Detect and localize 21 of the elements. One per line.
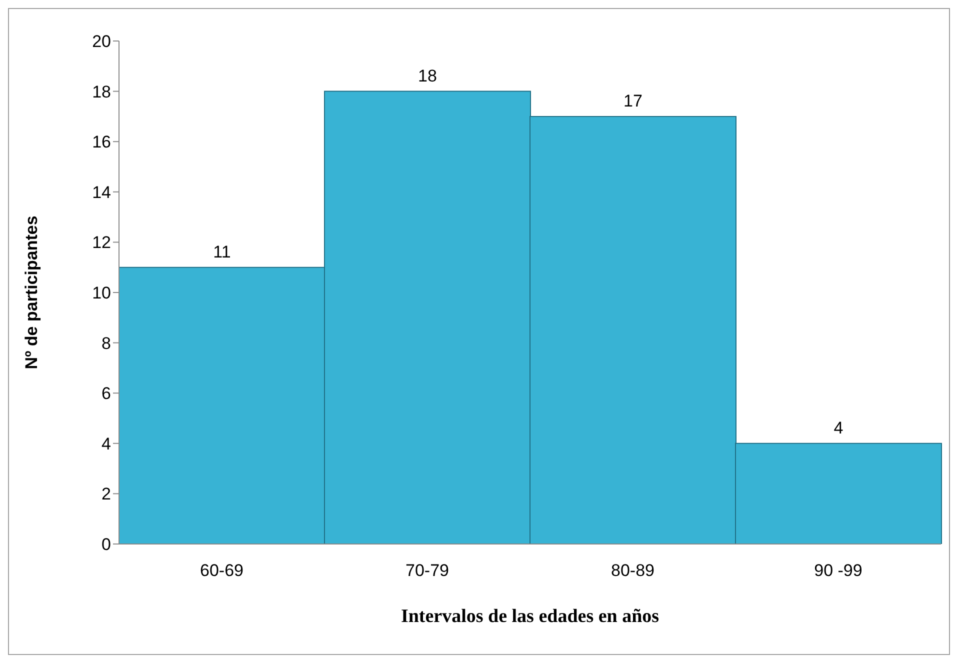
x-tick-label: 70-79	[406, 561, 449, 580]
y-tick-label: 6	[102, 384, 111, 404]
y-axis-title: Nº de participantes	[22, 216, 42, 370]
data-label: 4	[834, 418, 844, 438]
data-label: 17	[624, 91, 642, 110]
y-tick-label: 12	[92, 233, 111, 252]
y-tick-label: 0	[102, 535, 111, 554]
x-tick-label: 80-89	[611, 561, 654, 580]
data-label: 11	[213, 242, 231, 262]
y-tick-label: 8	[102, 334, 111, 353]
y-tick-label: 14	[92, 182, 111, 202]
y-tick-label: 2	[102, 484, 111, 504]
x-axis-title: Intervalos de las edades en años	[400, 606, 660, 627]
y-tick-label: 18	[92, 82, 111, 102]
y-tick-label: 4	[102, 434, 111, 454]
y-tick-label: 20	[92, 32, 111, 52]
data-label: 18	[418, 66, 437, 86]
y-tick-label: 16	[92, 132, 111, 152]
x-tick-label: 90 -99	[814, 561, 862, 580]
x-tick-label: 60-69	[200, 561, 244, 580]
y-tick-label: 10	[92, 284, 111, 303]
